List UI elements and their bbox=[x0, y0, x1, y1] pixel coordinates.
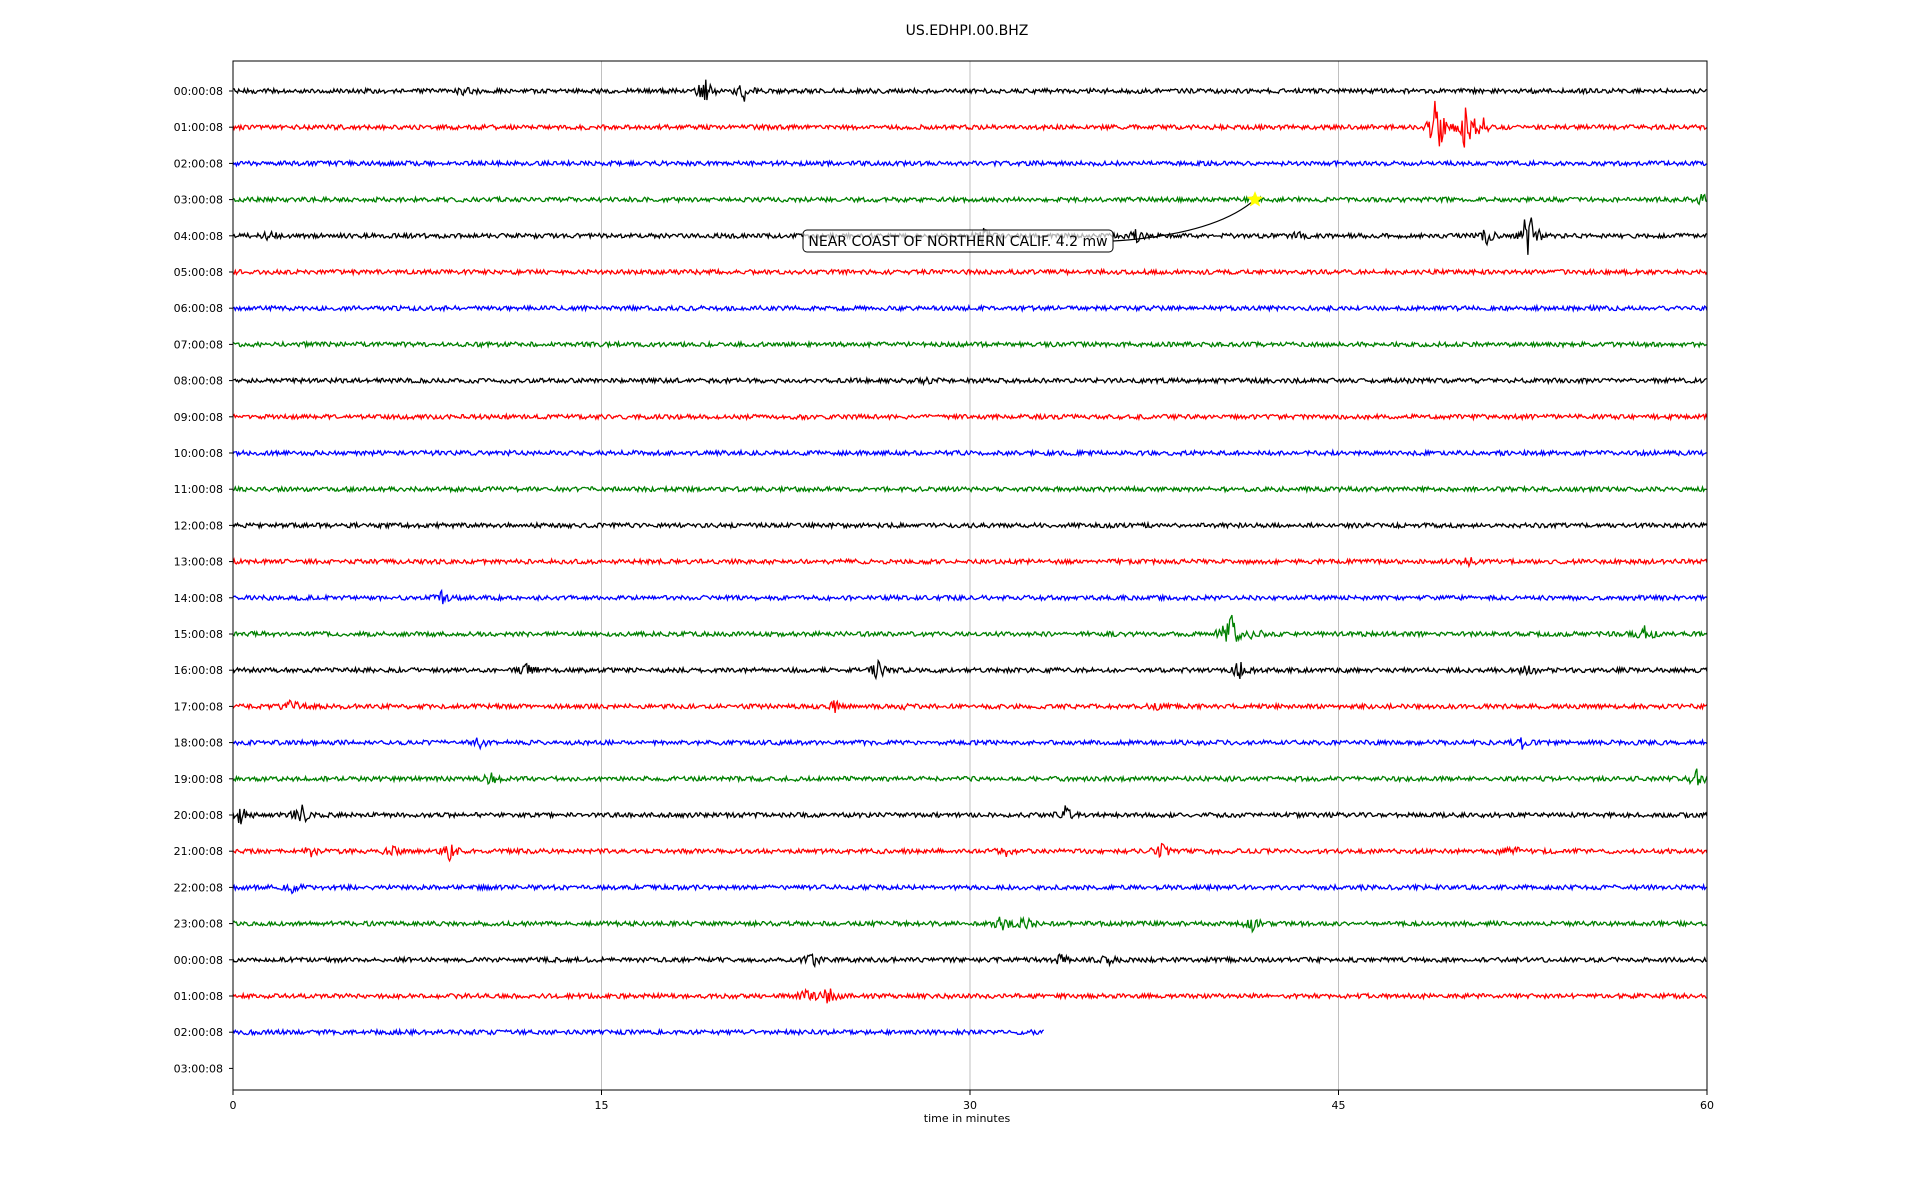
x-axis-label: time in minutes bbox=[924, 1112, 1011, 1125]
hour-label: 01:00:08 bbox=[174, 121, 223, 134]
hour-label: 12:00:08 bbox=[174, 519, 223, 532]
trace-line bbox=[232, 804, 1708, 825]
event-annotation: NEAR COAST OF NORTHERN CALIF. 4.2 mw bbox=[802, 190, 1264, 253]
hour-label: 03:00:08 bbox=[174, 194, 223, 207]
hour-label: 21:00:08 bbox=[174, 845, 223, 858]
trace-line bbox=[232, 987, 1708, 1004]
x-tick-label: 45 bbox=[1332, 1099, 1346, 1112]
annotation-arrow bbox=[1112, 199, 1256, 242]
hour-label: 15:00:08 bbox=[174, 628, 223, 641]
trace-line bbox=[232, 658, 1708, 681]
trace-line bbox=[232, 193, 1708, 206]
trace-line bbox=[232, 484, 1708, 495]
hour-label: 22:00:08 bbox=[174, 881, 223, 894]
trace-line bbox=[232, 556, 1708, 569]
hour-label: 19:00:08 bbox=[174, 773, 223, 786]
x-axis-ticks: 0 15 30 45 60 bbox=[230, 1090, 1714, 1112]
trace-line bbox=[232, 842, 1708, 863]
hour-label: 07:00:08 bbox=[174, 338, 223, 351]
x-tick-label: 30 bbox=[963, 1099, 977, 1112]
hour-label: 17:00:08 bbox=[174, 700, 223, 713]
hour-label: 13:00:08 bbox=[174, 556, 223, 569]
hour-label: 08:00:08 bbox=[174, 375, 223, 388]
hour-label: 02:00:08 bbox=[174, 157, 223, 170]
hour-label: 11:00:08 bbox=[174, 483, 223, 496]
trace-line bbox=[232, 915, 1708, 934]
hour-label: 10:00:08 bbox=[174, 447, 223, 460]
trace-line bbox=[232, 737, 1708, 751]
trace-line bbox=[232, 100, 1708, 148]
traces bbox=[232, 79, 1708, 1038]
x-tick-label: 60 bbox=[1700, 1099, 1714, 1112]
trace-line bbox=[232, 882, 1708, 895]
trace-line bbox=[232, 953, 1708, 969]
hour-label: 00:00:08 bbox=[174, 954, 223, 967]
hour-label: 16:00:08 bbox=[174, 664, 223, 677]
event-star-marker bbox=[1246, 190, 1264, 207]
trace-line bbox=[232, 303, 1708, 313]
hour-label: 23:00:08 bbox=[174, 918, 223, 931]
trace-line bbox=[232, 158, 1708, 169]
trace-line bbox=[232, 614, 1708, 643]
hour-label: 03:00:08 bbox=[174, 1062, 223, 1075]
x-tick-label: 0 bbox=[230, 1099, 237, 1112]
x-tick-label: 15 bbox=[595, 1099, 609, 1112]
hour-label: 06:00:08 bbox=[174, 302, 223, 315]
hour-label: 09:00:08 bbox=[174, 411, 223, 424]
trace-line bbox=[232, 375, 1708, 387]
annotation-text: NEAR COAST OF NORTHERN CALIF. 4.2 mw bbox=[808, 234, 1107, 250]
hour-label: 04:00:08 bbox=[174, 230, 223, 243]
hour-label: 14:00:08 bbox=[174, 592, 223, 605]
trace-line bbox=[232, 412, 1708, 422]
trace-line bbox=[232, 768, 1708, 786]
hour-label: 02:00:08 bbox=[174, 1026, 223, 1039]
hour-labels: 00:00:08 01:00:08 02:00:08 03:00:08 04:00:08… bbox=[174, 85, 233, 1075]
chart-title: US.EDHPI.00.BHZ bbox=[906, 23, 1029, 39]
hour-label: 20:00:08 bbox=[174, 809, 223, 822]
hour-label: 00:00:08 bbox=[174, 85, 223, 98]
trace-line bbox=[232, 699, 1708, 713]
trace-line bbox=[233, 79, 1708, 102]
annotation-box bbox=[802, 229, 1114, 253]
hour-label: 01:00:08 bbox=[174, 990, 223, 1003]
hour-label: 18:00:08 bbox=[174, 737, 223, 750]
trace-line bbox=[232, 339, 1708, 350]
trace-line bbox=[232, 520, 1708, 531]
hour-label: 05:00:08 bbox=[174, 266, 223, 279]
trace-line bbox=[232, 1027, 1045, 1038]
trace-line bbox=[232, 588, 1708, 605]
trace-line bbox=[232, 448, 1707, 458]
trace-line bbox=[232, 267, 1708, 277]
